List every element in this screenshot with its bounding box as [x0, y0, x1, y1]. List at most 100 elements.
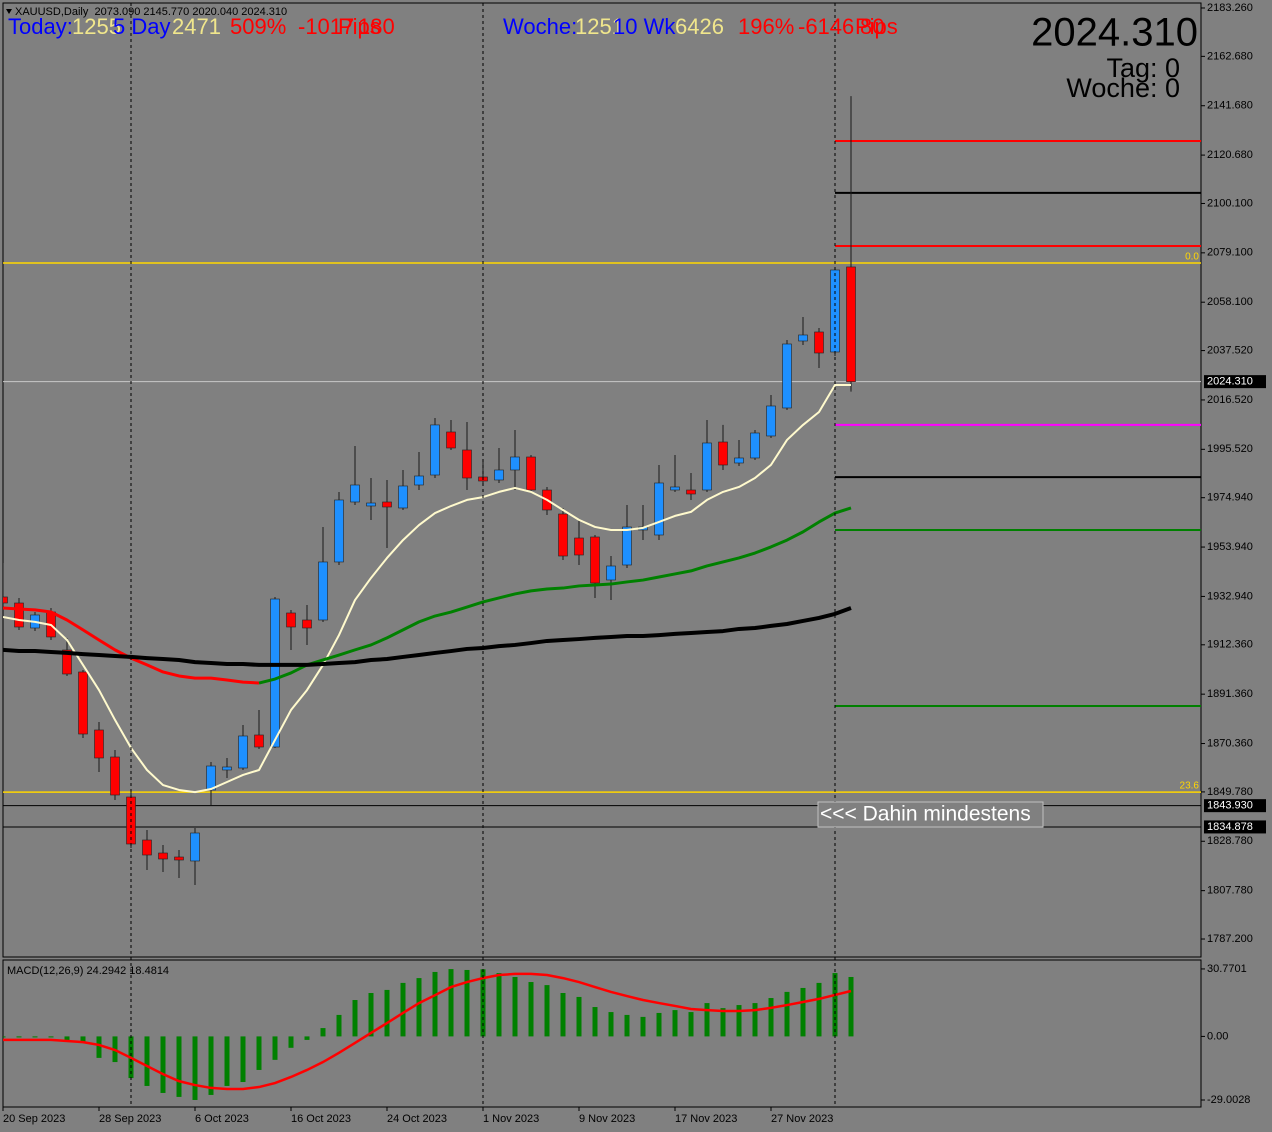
y-tick-label: 2100.100	[1207, 197, 1253, 209]
macd-bar	[176, 1036, 182, 1097]
menu-arrow[interactable]	[6, 9, 12, 14]
candle-body	[366, 502, 376, 507]
macd-bar	[688, 1012, 694, 1037]
moving-average	[3, 606, 852, 667]
candle-body	[302, 619, 312, 629]
macd-signal	[3, 972, 852, 1091]
macd-bar	[48, 1036, 54, 1038]
header-text: Pips	[855, 14, 898, 39]
y-tick-label: -29.0028	[1207, 1094, 1250, 1106]
candle-body	[110, 756, 120, 796]
candle-body	[398, 485, 408, 509]
x-tick-label: 27 Nov 2023	[771, 1113, 833, 1125]
main-pane	[2, 2, 1202, 958]
price-tag-label: 1834.878	[1207, 821, 1253, 833]
macd-bar	[256, 1036, 262, 1070]
macd-bar	[96, 1036, 102, 1058]
header-text: 80	[860, 14, 884, 39]
macd-bar	[768, 998, 774, 1037]
macd-bar	[832, 973, 838, 1037]
candle-body	[782, 343, 792, 409]
candle-body	[190, 832, 200, 862]
candle-body	[62, 649, 72, 675]
candle-body	[142, 839, 152, 856]
y-tick-label: 2120.680	[1207, 149, 1253, 161]
candle-body	[206, 765, 216, 791]
candle-body	[430, 424, 440, 476]
big-price: 2024.310	[1031, 11, 1198, 55]
woche-info: Woche: 0	[1066, 73, 1180, 103]
header-text: 2471	[172, 14, 221, 39]
y-tick-label: 1891.360	[1207, 688, 1253, 700]
macd-bar	[752, 1003, 758, 1037]
candle-body	[494, 469, 504, 481]
y-tick-label: 2183.260	[1207, 2, 1253, 14]
y-tick-label: 1807.780	[1207, 885, 1253, 897]
macd-bar	[624, 1014, 630, 1037]
candle-body	[382, 501, 392, 508]
tag-info: Tag: 0	[1106, 53, 1180, 83]
macd-bar	[32, 1036, 38, 1038]
header-text: -6146	[798, 14, 854, 39]
candle-body	[238, 735, 248, 769]
macd-bar	[272, 1036, 278, 1060]
candle-body	[574, 537, 584, 556]
x-tick-label: 20 Sep 2023	[3, 1113, 65, 1125]
candle-body	[654, 482, 664, 536]
price-tag	[1204, 820, 1266, 834]
y-tick-label: 1995.520	[1207, 443, 1253, 455]
macd-bar	[416, 978, 422, 1037]
y-tick-label: 1953.940	[1207, 541, 1253, 553]
macd-bar	[384, 989, 390, 1037]
price-tag-label: 2024.310	[1207, 376, 1253, 388]
candle-body	[254, 734, 264, 748]
y-tick-label: 1849.780	[1207, 786, 1253, 798]
macd-bar	[64, 1036, 70, 1042]
candle-body	[286, 612, 296, 628]
header-text: 1251	[575, 14, 624, 39]
candle-body	[686, 489, 696, 495]
y-tick-label: 2141.680	[1207, 100, 1253, 112]
macd-bar	[144, 1036, 150, 1086]
candle-body	[318, 561, 328, 621]
candle-body	[750, 432, 760, 459]
candle-body	[718, 441, 728, 466]
header-text: Woche:	[503, 14, 577, 39]
macd-bar	[432, 971, 438, 1037]
macd-bar	[240, 1036, 246, 1083]
macd-bar	[800, 987, 806, 1037]
candle-body	[766, 405, 776, 437]
macd-pane	[2, 959, 1202, 1108]
macd-bar	[640, 1016, 646, 1037]
header-text: -1017	[298, 14, 354, 39]
x-tick-label: 24 Oct 2023	[387, 1113, 447, 1125]
candle-body	[558, 513, 568, 557]
macd-bar	[208, 1036, 214, 1095]
chart-title: XAUUSD,Daily 2073.090 2145.770 2020.040 …	[15, 6, 287, 18]
header-text: Today:	[8, 14, 73, 39]
y-tick-label: 2058.100	[1207, 296, 1253, 308]
x-tick-label: 6 Oct 2023	[195, 1113, 249, 1125]
y-tick-label: 1787.200	[1207, 933, 1253, 945]
candle-body	[814, 331, 824, 354]
macd-bar	[320, 1028, 326, 1037]
macd-bar	[480, 969, 486, 1037]
candle-body	[14, 602, 24, 628]
candle-body	[702, 442, 712, 491]
y-tick-label: 2162.680	[1207, 50, 1253, 62]
x-tick-label: 28 Sep 2023	[99, 1113, 161, 1125]
macd-bar	[816, 982, 822, 1037]
candle-body	[350, 484, 360, 503]
macd-bar	[560, 992, 566, 1037]
x-tick-label: 9 Nov 2023	[579, 1113, 635, 1125]
period-separators	[130, 3, 836, 1107]
macd-bar	[304, 1036, 310, 1040]
candle-body	[590, 536, 600, 584]
macd-bar	[784, 991, 790, 1037]
candle-body	[446, 431, 456, 449]
price-tag	[1204, 799, 1266, 813]
candle-body	[606, 565, 616, 581]
